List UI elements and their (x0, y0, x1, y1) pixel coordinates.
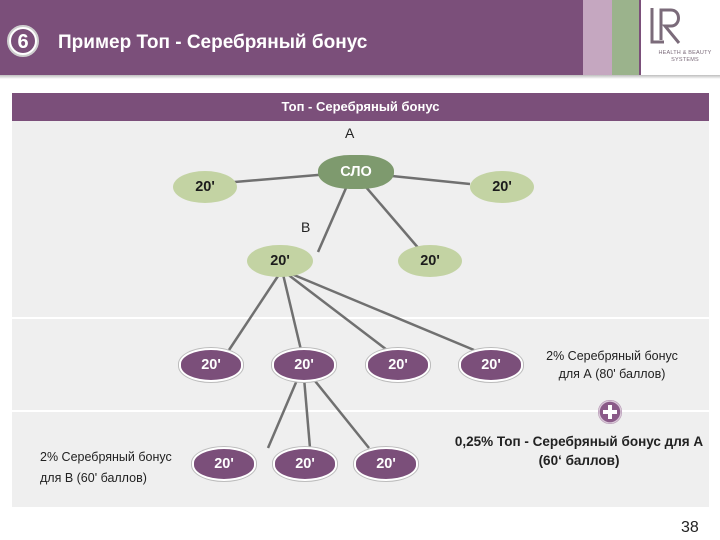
node-b: 20' (247, 245, 313, 277)
diagram-panel-middle (12, 319, 709, 410)
header-stripe (612, 0, 639, 75)
node-row4: 20' (354, 447, 418, 481)
header-shadow (0, 75, 720, 79)
slide-number-badge: 6 (7, 25, 39, 57)
panel-divider (12, 410, 709, 412)
diagram-title-band: Топ - Серебряный бонус (12, 93, 709, 121)
logo-panel (641, 0, 720, 75)
panel-divider (12, 317, 709, 319)
header-stripe (583, 0, 612, 75)
lr-logo-icon (650, 8, 681, 44)
node-row3: 20' (366, 348, 430, 382)
node-row4: 20' (273, 447, 337, 481)
node-level2-right: 20' (398, 245, 462, 277)
label-a: A (345, 125, 355, 141)
diagram-title: Топ - Серебряный бонус (281, 99, 440, 114)
node-level1-left: 20' (173, 171, 237, 203)
node-root: СЛО (318, 155, 394, 189)
note-silver-bonus-a: 2% Серебряный бонус для А (80' баллов) (546, 349, 678, 381)
note-silver-bonus-b-line1: 2% Серебряный бонус (40, 450, 172, 464)
logo-text: HEALTH & BEAUTY SYSTEMS (658, 50, 712, 63)
page-title: Пример Топ - Серебряный бонус (58, 32, 368, 53)
node-row3: 20' (272, 348, 336, 382)
slide-number: 6 (17, 31, 28, 53)
plus-icon (598, 400, 622, 424)
node-level1-right: 20' (470, 171, 534, 203)
note-top-silver-bonus: 0,25% Топ - Серебряный бонус для А (60‘ … (454, 434, 704, 468)
diagram-panel-upper (12, 121, 709, 317)
node-row3: 20' (459, 348, 523, 382)
note-silver-bonus-b-line2: для В (60' баллов) (40, 471, 147, 485)
node-row4: 20' (192, 447, 256, 481)
label-b: B (301, 219, 311, 235)
node-row3: 20' (179, 348, 243, 382)
page-number: 38 (681, 519, 699, 536)
